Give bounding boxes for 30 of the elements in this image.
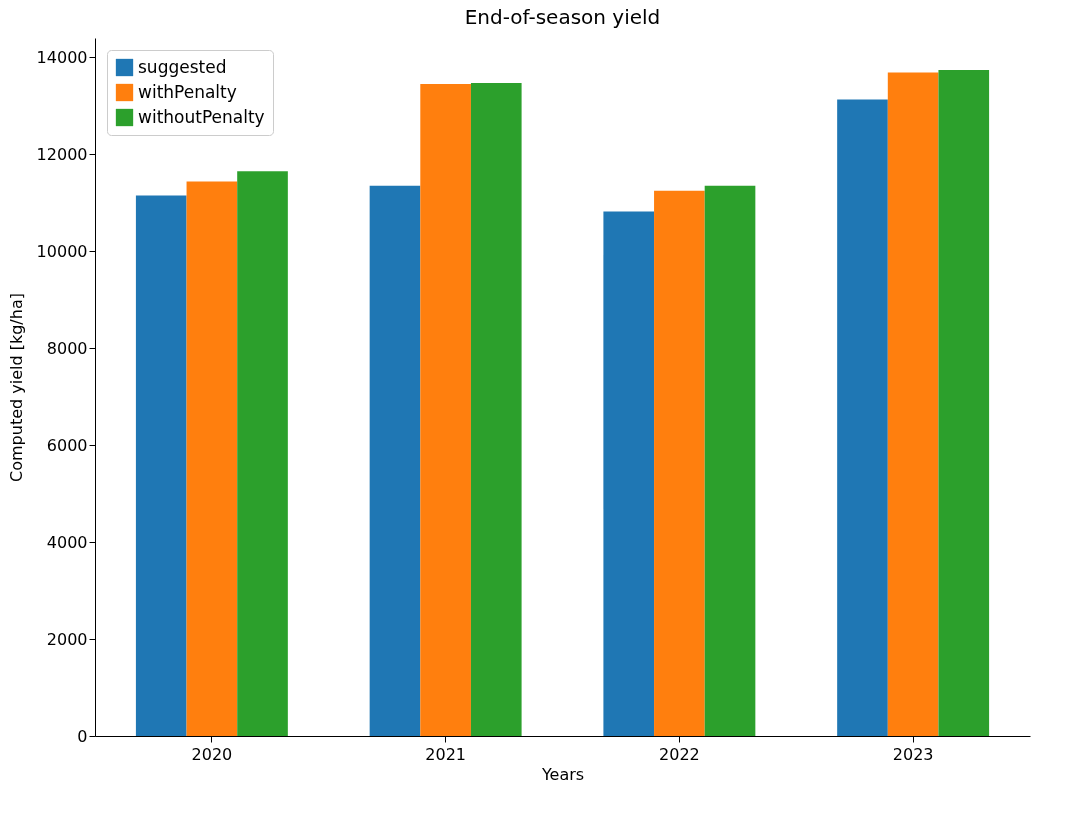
y-axis-title: Computed yield [kg/ha] — [6, 293, 26, 482]
x-tick-label: 2022 — [659, 744, 700, 764]
chart-title: End-of-season yield — [464, 5, 661, 29]
bar — [603, 211, 655, 736]
y-tick-label: 10000 — [36, 241, 88, 261]
legend-label: withPenalty — [138, 81, 237, 102]
bar — [237, 171, 288, 736]
legend-label: suggested — [138, 56, 227, 77]
bar — [420, 84, 471, 736]
bar — [369, 185, 421, 736]
bar — [837, 99, 888, 736]
x-tick-label: 2023 — [892, 744, 934, 764]
y-tick-label: 0 — [77, 726, 88, 746]
legend-label: withoutPenalty — [138, 106, 265, 127]
y-tick-label: 4000 — [46, 532, 88, 552]
bar — [470, 83, 522, 736]
y-tick-label: 14000 — [36, 47, 88, 67]
bar — [704, 185, 756, 736]
bar — [186, 181, 238, 736]
x-tick-label: 2020 — [191, 744, 233, 764]
bar — [654, 190, 705, 736]
y-tick-label: 6000 — [46, 435, 88, 455]
x-axis-title: Years — [540, 764, 585, 784]
y-tick-label: 12000 — [36, 144, 88, 164]
bar — [938, 69, 990, 736]
bar — [887, 72, 939, 736]
y-tick-label: 8000 — [46, 338, 88, 358]
bar — [135, 195, 187, 736]
y-tick-label: 2000 — [46, 629, 88, 649]
x-tick-label: 2021 — [425, 744, 466, 764]
